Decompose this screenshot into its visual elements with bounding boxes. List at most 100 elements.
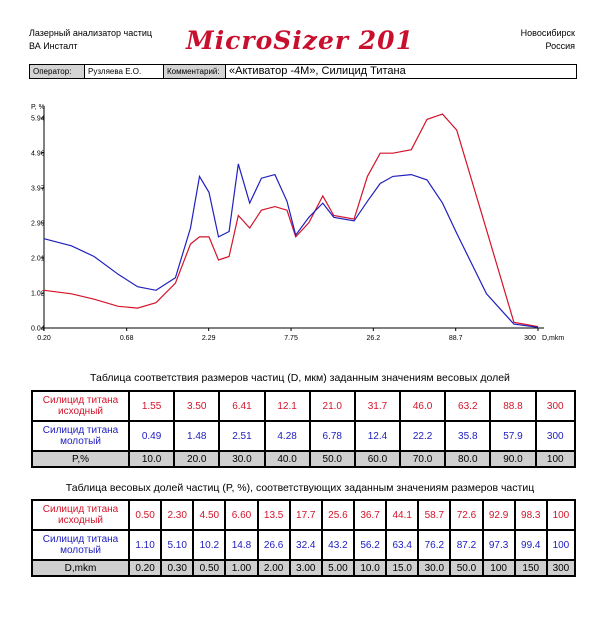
table-cell: 43.2: [320, 529, 355, 561]
y-tick-label: 2.01: [31, 255, 45, 262]
operator-row: Оператор: Рузляева Е.О. Комментарий: «Ак…: [29, 64, 577, 79]
table-cell: 63.4: [385, 529, 420, 561]
table-cell: 2.30: [160, 499, 195, 531]
table-cell: 6.78: [308, 420, 356, 452]
analyzer-name: Лазерный анализатор частиц: [29, 28, 153, 38]
size-distribution-chart: P, % 5.94 4.96 3.97 2.99 2.01 1.02 0.04 0.20 0.68…: [31, 104, 564, 342]
company-name: ВА Инсталт: [29, 41, 78, 51]
row-label: Силицид титана молотый: [31, 420, 130, 452]
table-cell: 100: [534, 450, 577, 468]
header-left: Лазерный анализатор частиц ВА Инсталт: [29, 27, 152, 53]
table-cell: 46.0: [399, 390, 447, 422]
table-cell: 30.0: [417, 559, 452, 577]
table-cell: 63.2: [444, 390, 492, 422]
table1-title: Таблица соответствия размеров частиц (D,…: [90, 372, 510, 384]
table-cell: 10.0: [127, 450, 176, 468]
table-cell: 14.8: [224, 529, 259, 561]
table-cell: 30.0: [218, 450, 266, 468]
series-line-2: [43, 163, 539, 328]
x-tick-label: 26.2: [367, 335, 381, 342]
table-cell: 80.0: [444, 450, 492, 468]
table-cell: 76.2: [417, 529, 452, 561]
table-cell: 5.00: [320, 559, 355, 577]
row-label: Силицид титана молотый: [31, 529, 130, 561]
table-cell: 44.1: [385, 499, 420, 531]
table-cell: 88.8: [489, 390, 537, 422]
table-cell: 31.7: [353, 390, 402, 422]
table-cell: 15.0: [385, 559, 420, 577]
table-cell: 300: [534, 420, 577, 452]
table-cell: 3.00: [288, 559, 323, 577]
table-cell: 4.28: [263, 420, 311, 452]
table-cell: 100: [545, 499, 577, 531]
table-cell: 1.48: [173, 420, 221, 452]
table-cell: 12.4: [353, 420, 402, 452]
table-cell: 60.0: [353, 450, 402, 468]
table-cell: 17.7: [288, 499, 323, 531]
table-cell: 3.50: [173, 390, 221, 422]
y-tick-label: 1.02: [31, 291, 45, 298]
table-cell: 12.1: [263, 390, 311, 422]
y-tick-label: 3.97: [31, 186, 45, 193]
operator-value: Рузляева Е.О.: [85, 65, 164, 78]
y-tick-label: 0.04: [31, 326, 45, 333]
table-cell: 0.20: [127, 559, 163, 577]
table-cell: 10.2: [192, 529, 227, 561]
table-cell: 25.6: [320, 499, 355, 531]
city-name: Новосибирск: [520, 28, 575, 38]
table-cell: 100: [545, 529, 577, 561]
table-cell: 22.2: [399, 420, 447, 452]
y-tick-label: 4.96: [31, 150, 45, 157]
table-cell: 4.50: [192, 499, 227, 531]
table-cell: 97.3: [481, 529, 516, 561]
table-cell: 0.30: [160, 559, 195, 577]
table-cell: 6.41: [218, 390, 266, 422]
table-cell: 72.6: [449, 499, 484, 531]
table-cell: 1.10: [127, 529, 163, 561]
table-cell: 21.0: [308, 390, 356, 422]
table2: Силицид титана исходный 0.50 2.30 4.50 6.60 1…: [31, 499, 577, 577]
table-cell: 99.4: [513, 529, 548, 561]
table-row: Силицид титана исходный 0.50 2.30 4.50 6.60 1…: [31, 499, 577, 531]
comment-value: «Активатор -4М», Силицид Титана: [226, 65, 576, 78]
x-tick-label: 0.68: [120, 335, 134, 342]
table-cell: 0.49: [127, 420, 176, 452]
series-line-1: [43, 113, 539, 328]
table-cell: 50.0: [308, 450, 356, 468]
table-row: Силицид титана молотый 1.10 5.10 10.2 14.8 26…: [31, 529, 577, 561]
table-row: Силицид титана исходный 1.55 3.50 6.41 12.1 2…: [31, 390, 577, 422]
country-name: Россия: [545, 41, 575, 51]
x-tick-label: 0.20: [37, 335, 51, 342]
table-cell: 2.51: [218, 420, 266, 452]
table-cell: 26.6: [256, 529, 291, 561]
table-cell: 0.50: [192, 559, 227, 577]
table-row: D,mkm 0.20 0.30 0.50 1.00 2.00 3.00 5.00 10.0 15.…: [31, 559, 577, 577]
x-tick-label: 2.29: [202, 335, 216, 342]
table-cell: 300: [534, 390, 577, 422]
table-cell: 300: [545, 559, 577, 577]
table-cell: 150: [513, 559, 548, 577]
table-cell: 36.7: [352, 499, 388, 531]
x-axis-label: D,mkm: [542, 335, 564, 342]
row-label: Силицид титана исходный: [31, 499, 130, 531]
table1: Силицид титана исходный 1.55 3.50 6.41 12.1 2…: [31, 390, 577, 468]
table-cell: 1.55: [127, 390, 176, 422]
table-cell: 56.2: [352, 529, 388, 561]
y-tick-label: 5.94: [31, 116, 45, 123]
table-cell: 92.9: [481, 499, 516, 531]
table-cell: 90.0: [489, 450, 537, 468]
table-cell: 100: [481, 559, 516, 577]
table-cell: 6.60: [224, 499, 259, 531]
table-cell: 58.7: [417, 499, 452, 531]
x-tick-label: 300: [524, 335, 536, 342]
table-cell: 5.10: [160, 529, 195, 561]
table-row: Силицид титана молотый 0.49 1.48 2.51 4.28 6.…: [31, 420, 577, 452]
table-cell: 2.00: [256, 559, 291, 577]
y-tick-label: 2.99: [31, 221, 45, 228]
table-cell: 50.0: [449, 559, 484, 577]
product-logo: MicroSizer 201: [186, 26, 414, 55]
table-cell: 10.0: [352, 559, 388, 577]
table-cell: 87.2: [449, 529, 484, 561]
row-label: D,mkm: [31, 559, 130, 577]
comment-label: Комментарий:: [164, 65, 226, 78]
